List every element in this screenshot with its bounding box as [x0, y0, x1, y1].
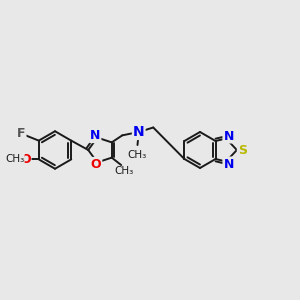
- Text: CH₃: CH₃: [5, 154, 24, 164]
- Text: F: F: [17, 128, 26, 140]
- Text: CH₃: CH₃: [128, 149, 147, 160]
- Text: S: S: [238, 143, 247, 157]
- Text: O: O: [20, 153, 31, 166]
- Text: N: N: [224, 158, 234, 170]
- Text: N: N: [90, 129, 101, 142]
- Text: N: N: [133, 125, 145, 139]
- Text: CH₃: CH₃: [114, 167, 134, 176]
- Text: O: O: [91, 158, 101, 171]
- Text: N: N: [224, 130, 234, 142]
